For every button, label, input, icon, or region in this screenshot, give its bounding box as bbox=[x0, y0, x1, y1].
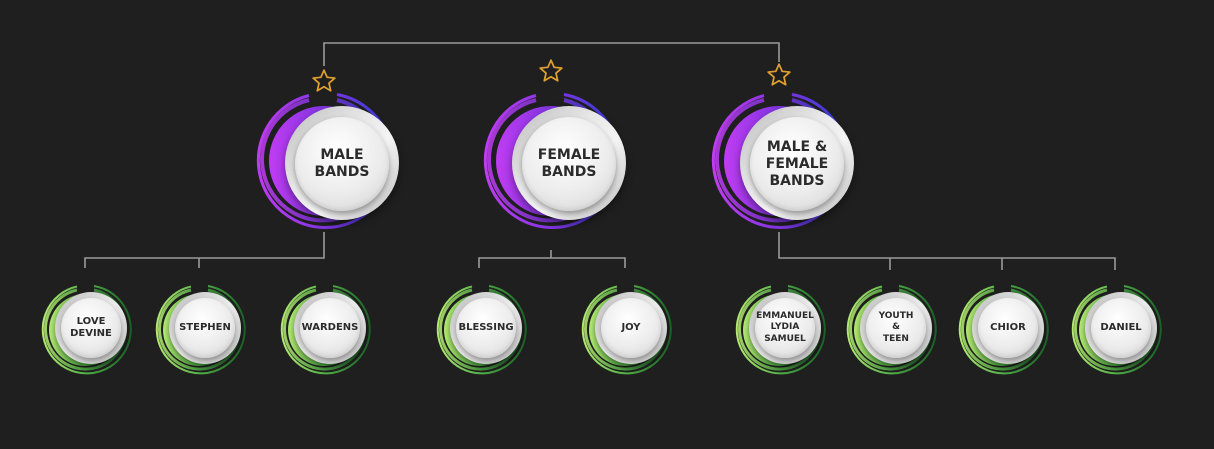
node-joy[interactable]: JOY bbox=[579, 284, 672, 376]
node-label: MALE BANDS bbox=[295, 117, 389, 211]
male-bands-connector bbox=[84, 232, 325, 268]
node-label: FEMALE BANDS bbox=[522, 117, 616, 211]
node-wardens[interactable]: WARDENS bbox=[278, 284, 371, 376]
star-icon bbox=[767, 63, 791, 86]
node-female-bands[interactable]: FEMALE BANDS bbox=[481, 91, 626, 231]
node-label: YOUTH & TEEN bbox=[866, 298, 926, 358]
node-label: DANIEL bbox=[1091, 298, 1151, 358]
node-label: LOVE DEVINE bbox=[61, 298, 121, 358]
node-love-devine[interactable]: LOVE DEVINE bbox=[39, 284, 132, 376]
node-emmanuel-lydia-samuel[interactable]: EMMANUEL LYDIA SAMUEL bbox=[733, 284, 826, 376]
star-icon bbox=[539, 59, 563, 82]
star-icon bbox=[312, 69, 336, 92]
node-label: JOY bbox=[601, 298, 661, 358]
female-bands-connector bbox=[478, 250, 626, 268]
node-daniel[interactable]: DANIEL bbox=[1069, 284, 1162, 376]
node-label: BLESSING bbox=[456, 298, 516, 358]
node-label: WARDENS bbox=[300, 298, 360, 358]
node-male-female-bands[interactable]: MALE & FEMALE BANDS bbox=[709, 91, 854, 231]
node-label: EMMANUEL LYDIA SAMUEL bbox=[755, 298, 815, 358]
node-blessing[interactable]: BLESSING bbox=[434, 284, 527, 376]
node-label: STEPHEN bbox=[175, 298, 235, 358]
node-male-bands[interactable]: MALE BANDS bbox=[254, 91, 399, 231]
node-label: MALE & FEMALE BANDS bbox=[750, 117, 844, 211]
node-stephen[interactable]: STEPHEN bbox=[153, 284, 246, 376]
node-youth-teen[interactable]: YOUTH & TEEN bbox=[844, 284, 937, 376]
node-label: CHIOR bbox=[978, 298, 1038, 358]
mixed-bands-connector bbox=[778, 232, 1116, 270]
node-chior[interactable]: CHIOR bbox=[956, 284, 1049, 376]
top-connector bbox=[323, 42, 780, 66]
